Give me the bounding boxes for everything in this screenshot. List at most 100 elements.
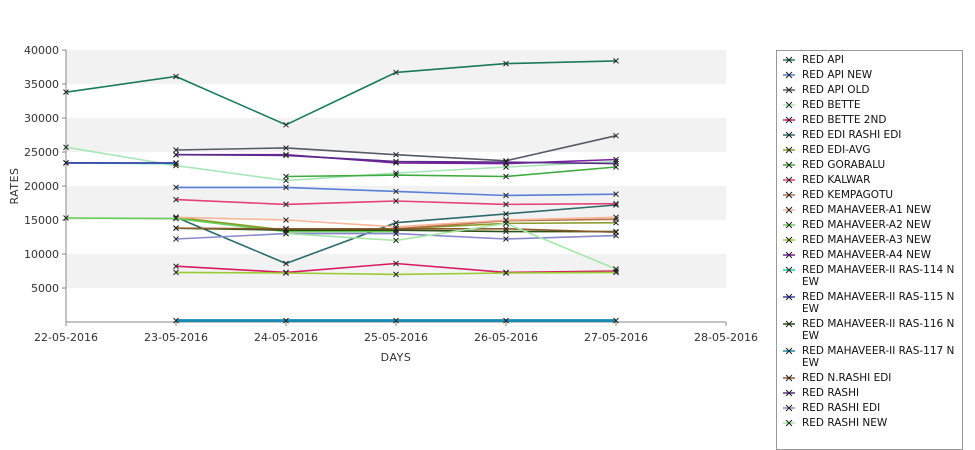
legend-label: RED API NEW (802, 69, 873, 81)
data-point (393, 317, 399, 324)
data-point (283, 177, 289, 184)
data-point (393, 172, 399, 178)
grid-band (66, 288, 726, 322)
y-tick-label: 10000 (24, 248, 59, 261)
data-point (63, 215, 69, 221)
legend-item: RED MAHAVEER-A4 NEW (777, 249, 962, 261)
data-point (613, 266, 619, 272)
legend-item: RED API OLD (777, 84, 962, 96)
series-red-api-new (173, 184, 619, 199)
legend-label: RED MAHAVEER-A3 NEW (802, 234, 931, 246)
legend-item: RED BETTE 2ND (777, 114, 962, 126)
legend-item: RED API NEW (777, 69, 962, 81)
legend-label: RED MAHAVEER-II RAS-115 NEW (802, 291, 955, 315)
x-tick-label: 24-05-2016 (254, 331, 318, 344)
legend-item: RED MAHAVEER-II RAS-115 NEW (777, 291, 962, 315)
data-point (503, 201, 509, 208)
grid-band (66, 254, 726, 288)
grid-band (66, 220, 726, 254)
legend-marker-icon (783, 221, 795, 229)
data-point (393, 69, 399, 76)
data-point (283, 121, 289, 128)
legend-marker-icon (783, 191, 795, 199)
data-point (283, 184, 289, 191)
data-point (393, 188, 399, 195)
legend-marker-icon (783, 293, 795, 301)
x-tick-label: 28-05-2016 (694, 331, 758, 344)
legend-label: RED GORABALU (802, 159, 886, 171)
legend-label: RED KALWAR (802, 174, 871, 186)
legend-item: RED RASHI NEW (777, 417, 962, 429)
data-point (173, 196, 179, 203)
data-point (283, 317, 289, 324)
legend-label: RED API OLD (802, 84, 870, 96)
y-axis-ticks: 5000 10000 15000 20000 25000 30000 35000 40000 (24, 44, 66, 295)
legend-item: RED MAHAVEER-II RAS-117 NEW (777, 345, 962, 369)
data-point (173, 147, 179, 153)
legend: RED API RED API NEW RED API OLD RED BETTE RE… (776, 50, 963, 450)
legend-marker-icon (783, 116, 795, 124)
data-point (393, 237, 399, 244)
legend-item: RED RASHI EDI (777, 402, 962, 414)
legend-item: RED N.RASHI EDI (777, 372, 962, 384)
data-point (63, 144, 69, 151)
legend-marker-icon (783, 419, 795, 427)
data-point (613, 232, 619, 239)
legend-item: RED EDI-AVG (777, 144, 962, 156)
legend-item: RED EDI RASHI EDI (777, 129, 962, 141)
data-point (63, 160, 69, 166)
grid-band (66, 50, 726, 84)
legend-label: RED EDI RASHI EDI (802, 129, 902, 141)
data-point (393, 225, 399, 232)
legend-item: RED MAHAVEER-A3 NEW (777, 234, 962, 246)
data-point (503, 220, 509, 227)
x-tick-label: 27-05-2016 (584, 331, 648, 344)
data-point (283, 152, 289, 159)
y-axis-title: RATES (8, 167, 21, 204)
data-point (173, 225, 179, 232)
data-point (613, 132, 619, 139)
series-red-mahaveer-ii-ras-115-new (63, 160, 179, 166)
legend-item: RED KEMPAGOTU (777, 189, 962, 201)
data-point (393, 230, 399, 237)
data-point (283, 145, 289, 151)
data-point (503, 317, 509, 324)
legend-label: RED API (802, 54, 844, 66)
data-point (503, 192, 509, 199)
data-point (613, 214, 619, 221)
legend-label: RED KEMPAGOTU (802, 189, 894, 201)
legend-label: RED MAHAVEER-A4 NEW (802, 249, 931, 261)
x-axis-ticks: 22-05-2016 23-05-2016 24-05-2016 25-05-2016… (34, 322, 758, 344)
data-point (393, 158, 399, 165)
legend-label: RED RASHI (802, 387, 860, 399)
data-point (613, 156, 619, 163)
legend-label: RED N.RASHI EDI (802, 372, 892, 384)
data-point (283, 260, 289, 267)
legend-marker-icon (783, 374, 795, 382)
legend-label: RED MAHAVEER-A2 NEW (802, 219, 931, 231)
series-line (285, 222, 617, 270)
x-axis-title: DAYS (381, 351, 412, 364)
data-point (393, 151, 399, 158)
data-point (503, 270, 509, 276)
data-point (613, 317, 619, 324)
series-red-api (63, 58, 619, 128)
legend-item: RED MAHAVEER-II RAS-114 NEW (777, 264, 962, 288)
legend-marker-icon (783, 320, 795, 328)
y-tick-label: 15000 (24, 214, 59, 227)
legend-marker-icon (783, 176, 795, 184)
data-point (283, 217, 289, 223)
data-point (503, 225, 509, 232)
data-point (613, 200, 619, 207)
legend-label: RED RASHI NEW (802, 417, 888, 429)
data-point (613, 191, 619, 198)
data-point (283, 225, 289, 232)
x-tick-label: 22-05-2016 (34, 331, 98, 344)
data-point (173, 269, 179, 276)
data-point (173, 73, 179, 80)
data-point (613, 160, 619, 167)
legend-label: RED BETTE 2ND (802, 114, 887, 126)
legend-item: RED BETTE (777, 99, 962, 111)
y-tick-label: 25000 (24, 146, 59, 159)
legend-marker-icon (783, 251, 795, 259)
